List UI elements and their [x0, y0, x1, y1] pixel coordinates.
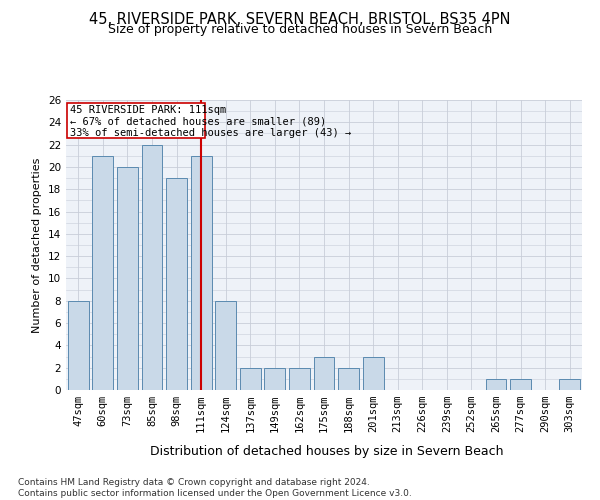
Bar [559, 379, 580, 390]
Bar [362, 356, 383, 390]
Bar [191, 156, 212, 390]
Text: 45 RIVERSIDE PARK: 111sqm: 45 RIVERSIDE PARK: 111sqm [70, 105, 226, 115]
Bar [265, 368, 286, 390]
Text: Size of property relative to detached houses in Severn Beach: Size of property relative to detached ho… [108, 22, 492, 36]
Text: 45, RIVERSIDE PARK, SEVERN BEACH, BRISTOL, BS35 4PN: 45, RIVERSIDE PARK, SEVERN BEACH, BRISTO… [89, 12, 511, 28]
Bar [215, 301, 236, 390]
Bar [510, 379, 531, 390]
Y-axis label: Number of detached properties: Number of detached properties [32, 158, 43, 332]
Text: Contains HM Land Registry data © Crown copyright and database right 2024.
Contai: Contains HM Land Registry data © Crown c… [18, 478, 412, 498]
Bar [240, 368, 261, 390]
Text: Distribution of detached houses by size in Severn Beach: Distribution of detached houses by size … [150, 444, 504, 458]
Bar [314, 356, 334, 390]
Bar [68, 301, 89, 390]
Bar [289, 368, 310, 390]
Text: ← 67% of detached houses are smaller (89): ← 67% of detached houses are smaller (89… [70, 116, 326, 126]
Bar [338, 368, 359, 390]
Bar [142, 144, 163, 390]
Text: 33% of semi-detached houses are larger (43) →: 33% of semi-detached houses are larger (… [70, 128, 351, 138]
FancyBboxPatch shape [67, 104, 205, 138]
Bar [92, 156, 113, 390]
Bar [485, 379, 506, 390]
Bar [117, 167, 138, 390]
Bar [166, 178, 187, 390]
